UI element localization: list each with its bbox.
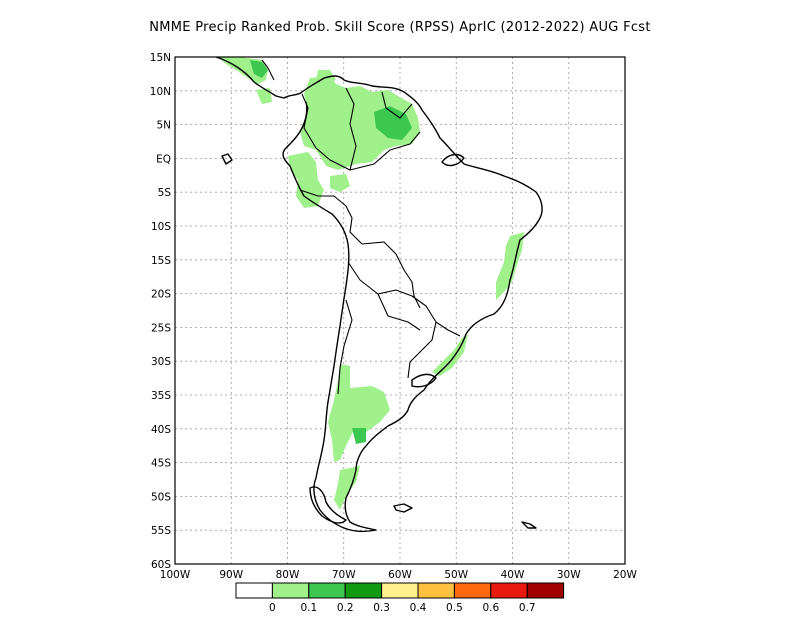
- legend-label: 0.2: [337, 602, 354, 614]
- longitude-tick-label: 70W: [332, 569, 356, 581]
- coastlines: [215, 56, 543, 533]
- latitude-tick-label: 15N: [150, 52, 171, 64]
- latitude-tick-label: 5S: [158, 187, 172, 199]
- graticule: [175, 57, 625, 564]
- skill-region: [328, 364, 390, 462]
- latitude-tick-label: 15S: [151, 255, 171, 267]
- legend-swatch: [526, 582, 565, 599]
- skill-region: [432, 334, 468, 376]
- latitude-labels: 15N 10N 5N EQ 5S 10S 15S 20S 25S 30S 35S 40S 45S 50S 5…: [150, 52, 172, 571]
- legend-label: 0.5: [446, 602, 463, 614]
- skill-region: [288, 152, 324, 208]
- legend-swatch: [381, 582, 419, 599]
- skill-region: [256, 88, 272, 104]
- latitude-tick-label: 30S: [151, 356, 171, 368]
- legend-label: 0.7: [519, 602, 536, 614]
- longitude-tick-label: 20W: [613, 569, 637, 581]
- map-frame: [174, 56, 626, 565]
- color-legend: 0 0.1 0.2 0.3 0.4 0.5 0.6 0.7: [235, 582, 565, 614]
- longitude-tick-label: 40W: [501, 569, 525, 581]
- latitude-tick-label: 10N: [150, 86, 171, 98]
- longitude-tick-label: 50W: [444, 569, 468, 581]
- latitude-tick-label: 55S: [151, 525, 171, 537]
- legend-label: 0.4: [410, 602, 427, 614]
- legend-swatch: [453, 582, 492, 599]
- longitude-tick-label: 90W: [219, 569, 243, 581]
- longitude-tick-label: 30W: [557, 569, 581, 581]
- skill-region: [334, 466, 360, 510]
- longitude-tick-label: 100W: [160, 569, 191, 581]
- legend-label: 0.1: [300, 602, 317, 614]
- skill-region: [250, 60, 268, 78]
- national-borders: [261, 59, 461, 395]
- legend-swatch: [308, 582, 346, 599]
- legend-swatch: [490, 582, 528, 599]
- latitude-tick-label: 35S: [151, 390, 171, 402]
- skill-shading: [218, 57, 524, 510]
- latitude-tick-label: 20S: [151, 289, 171, 301]
- longitude-labels: 100W 90W 80W 70W 60W 50W 40W 30W 20W: [160, 569, 638, 581]
- legend-label: 0: [269, 602, 276, 614]
- legend-swatch: [235, 582, 273, 599]
- longitude-tick-label: 80W: [276, 569, 300, 581]
- legend-swatch: [271, 582, 310, 599]
- legend-swatch: [417, 582, 455, 599]
- skill-region: [330, 174, 350, 192]
- latitude-tick-label: 25S: [151, 322, 171, 334]
- latitude-tick-label: 5N: [156, 120, 171, 132]
- latitude-tick-label: 50S: [151, 491, 171, 503]
- latitude-tick-label: 45S: [151, 458, 171, 470]
- latitude-tick-label: 60S: [151, 559, 171, 571]
- chart-title: NMME Precip Ranked Prob. Skill Score (RP…: [149, 20, 651, 35]
- legend-label: 0.3: [373, 602, 390, 614]
- legend-label: 0.6: [482, 602, 499, 614]
- latitude-tick-label: 40S: [151, 424, 171, 436]
- skill-region: [352, 428, 366, 444]
- skill-region: [300, 76, 420, 170]
- longitude-tick-label: 60W: [388, 569, 412, 581]
- legend-swatch: [344, 582, 383, 599]
- latitude-tick-label: EQ: [156, 153, 171, 165]
- latitude-tick-label: 10S: [151, 221, 171, 233]
